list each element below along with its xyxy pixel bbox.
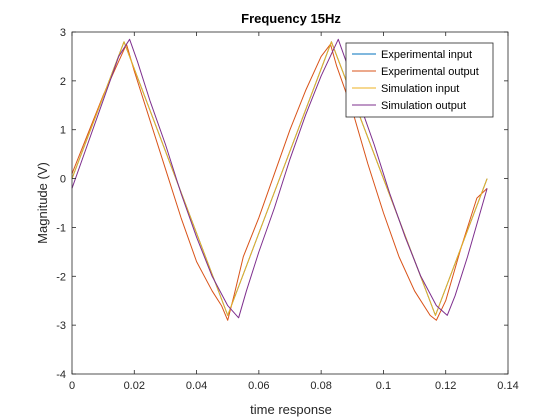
y-tick-label: 1 — [60, 125, 66, 137]
axes-box — [71, 31, 509, 375]
y-tick-label: 3 — [60, 27, 66, 39]
y-tick-label: -1 — [56, 222, 66, 234]
series-line-experimental-output — [71, 43, 488, 321]
legend-entry: Simulation input — [381, 83, 459, 95]
series-line-simulation-output — [71, 38, 488, 319]
x-tick-label: 0.1 — [376, 380, 391, 392]
y-axis-label: Magnitude (V) — [35, 162, 50, 244]
y-tick-label: 0 — [60, 174, 66, 186]
legend: Experimental input Experimental output Sim… — [345, 42, 494, 118]
y-tick-label: -4 — [56, 369, 66, 381]
x-tick-label: 0.08 — [310, 380, 331, 392]
y-tick-label: -2 — [56, 271, 66, 283]
x-tick-label: 0 — [69, 380, 75, 392]
x-tick-label: 0.04 — [186, 380, 207, 392]
chart-title: Frequency 15Hz — [241, 11, 341, 26]
x-tick-label: 0.02 — [124, 380, 145, 392]
x-tick-label: 0.12 — [435, 380, 456, 392]
y-tick-label: 2 — [60, 76, 66, 88]
x-tick-label: 0.14 — [497, 380, 518, 392]
y-tick-label: -3 — [56, 320, 66, 332]
legend-entry: Simulation output — [381, 100, 466, 112]
x-axis-label: time response — [250, 402, 332, 417]
legend-entry: Experimental output — [381, 66, 479, 78]
legend-entry: Experimental input — [381, 49, 472, 61]
x-tick-label: 0.06 — [248, 380, 269, 392]
